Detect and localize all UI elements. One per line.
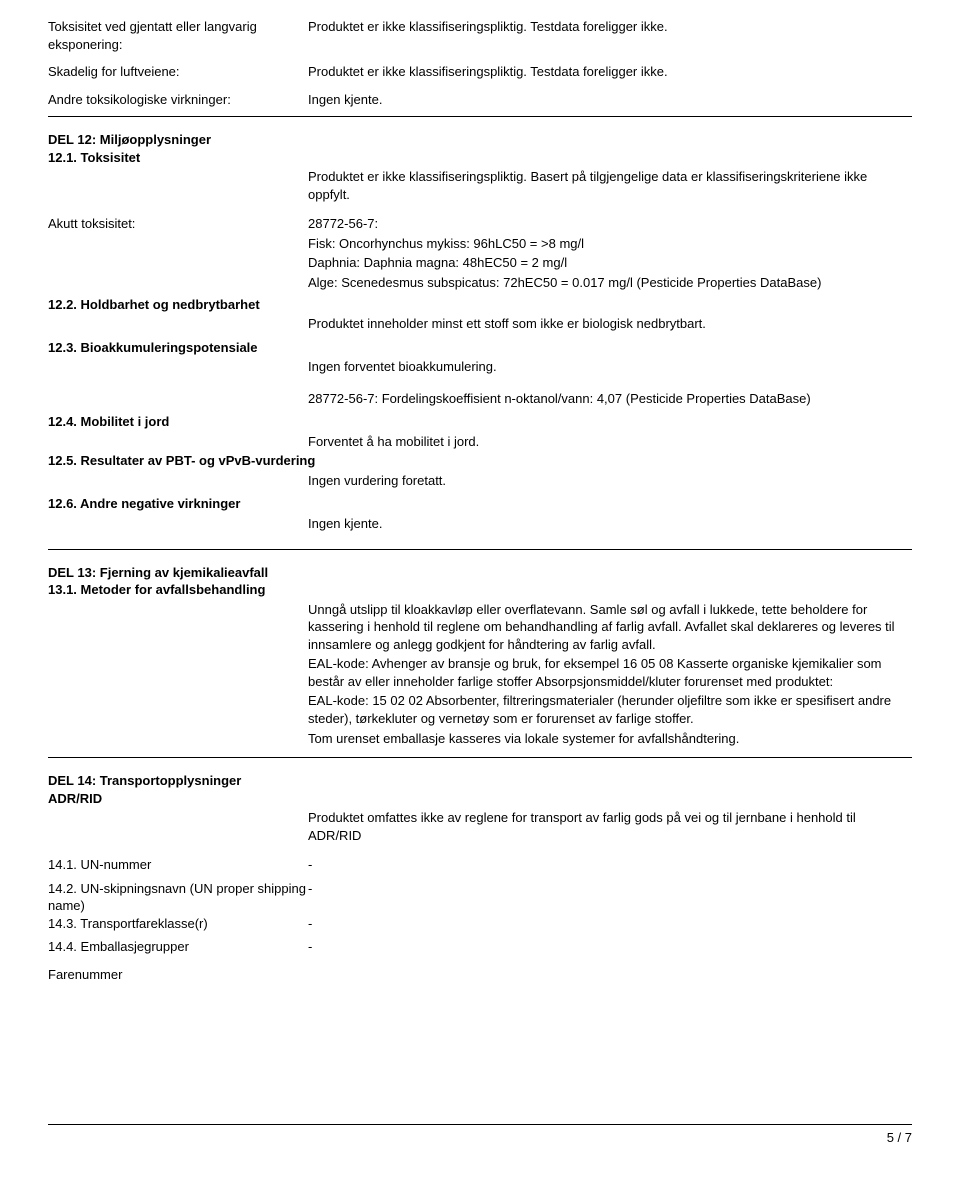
del13-1-paragraphs: Unngå utslipp til kloakkavløp eller over…	[308, 601, 912, 749]
del14-heading: DEL 14: Transportopplysninger	[48, 772, 912, 790]
akutt-line: Daphnia: Daphnia magna: 48hEC50 = 2 mg/l	[308, 254, 912, 272]
del14-row-label: 14.4. Emballasjegrupper	[48, 938, 308, 956]
del13-para: Unngå utslipp til kloakkavløp eller over…	[308, 601, 912, 654]
del12-heading: DEL 12: Miljøopplysninger	[48, 131, 912, 149]
del14-row: 14.3. Transportfareklasse(r) -	[48, 915, 912, 933]
del12-1-text-row: Produktet er ikke klassifiseringspliktig…	[48, 168, 912, 203]
del14-row-label: 14.1. UN-nummer	[48, 856, 308, 874]
del12-5-title: 12.5. Resultater av PBT- og vPvB-vurderi…	[48, 452, 315, 470]
section-divider	[48, 757, 912, 758]
del12-3-title: 12.3. Bioakkumuleringspotensiale	[48, 339, 308, 357]
top-label: Toksisitet ved gjentatt eller langvarig …	[48, 18, 308, 53]
del14-row-value: -	[308, 880, 912, 915]
del12-6-text-row: Ingen kjente.	[48, 515, 912, 533]
del14-adr-block: ADR/RID	[48, 790, 912, 808]
del14-row-label: 14.3. Transportfareklasse(r)	[48, 915, 308, 933]
del14-row-label: Farenummer	[48, 966, 308, 984]
del12-section: DEL 12: Miljøopplysninger 12.1. Toksisit…	[48, 131, 912, 532]
del12-2-text-row: Produktet inneholder minst ett stoff som…	[48, 315, 912, 333]
del14-section: DEL 14: Transportopplysninger ADR/RID Pr…	[48, 772, 912, 983]
del14-row: 14.1. UN-nummer -	[48, 856, 912, 874]
del12-6-block: 12.6. Andre negative virkninger	[48, 495, 912, 513]
del14-row: Farenummer	[48, 966, 912, 984]
akutt-line: Fisk: Oncorhynchus mykiss: 96hLC50 = >8 …	[308, 235, 912, 253]
del12-3-text1-row: Ingen forventet bioakkumulering.	[48, 358, 912, 388]
del13-1-block: 13.1. Metoder for avfallsbehandling	[48, 581, 912, 599]
del13-heading: DEL 13: Fjerning av kjemikalieavfall	[48, 564, 912, 582]
top-row: Skadelig for luftveiene: Produktet er ik…	[48, 63, 912, 81]
del12-1-block: 12.1. Toksisitet	[48, 149, 912, 167]
top-label: Andre toksikologiske virkninger:	[48, 91, 308, 109]
del12-1-text: Produktet er ikke klassifiseringspliktig…	[308, 168, 912, 203]
del12-3-block: 12.3. Bioakkumuleringspotensiale	[48, 339, 912, 357]
page-number: 5 / 7	[48, 1129, 912, 1147]
del12-4-block: 12.4. Mobilitet i jord	[48, 413, 912, 431]
footer-divider	[48, 1124, 912, 1125]
del12-6-text: Ingen kjente.	[308, 515, 912, 533]
del12-4-text: Forventet å ha mobilitet i jord.	[308, 433, 912, 451]
akutt-line: 28772-56-7:	[308, 215, 912, 233]
top-value: Produktet er ikke klassifiseringspliktig…	[308, 18, 912, 53]
del14-adr-label: ADR/RID	[48, 790, 308, 808]
top-section: Toksisitet ved gjentatt eller langvarig …	[48, 18, 912, 108]
del12-6-title: 12.6. Andre negative virkninger	[48, 495, 308, 513]
del12-2-title: 12.2. Holdbarhet og nedbrytbarhet	[48, 296, 308, 314]
del14-row-value	[308, 966, 912, 984]
akutt-row: Akutt toksisitet: 28772-56-7: Fisk: Onco…	[48, 215, 912, 293]
del14-adr-text-row: Produktet omfattes ikke av reglene for t…	[48, 809, 912, 844]
del14-row-value: -	[308, 915, 912, 933]
del13-section: DEL 13: Fjerning av kjemikalieavfall 13.…	[48, 564, 912, 749]
del12-3-text2: 28772-56-7: Fordelingskoeffisient n-okta…	[308, 390, 912, 408]
del13-para: Tom urenset emballasje kasseres via loka…	[308, 730, 912, 748]
del13-1-title: 13.1. Metoder for avfallsbehandling	[48, 581, 308, 599]
del12-1-title: 12.1. Toksisitet	[48, 149, 308, 167]
del13-1-body: Unngå utslipp til kloakkavløp eller over…	[48, 601, 912, 749]
del12-3-text1: Ingen forventet bioakkumulering.	[308, 358, 912, 376]
top-value: Produktet er ikke klassifiseringspliktig…	[308, 63, 912, 81]
del12-5-text: Ingen vurdering foretatt.	[308, 472, 912, 490]
del12-2-block: 12.2. Holdbarhet og nedbrytbarhet	[48, 296, 912, 314]
del12-2-text: Produktet inneholder minst ett stoff som…	[308, 315, 912, 333]
top-row: Andre toksikologiske virkninger: Ingen k…	[48, 91, 912, 109]
top-label: Skadelig for luftveiene:	[48, 63, 308, 81]
del12-3-text2-row: 28772-56-7: Fordelingskoeffisient n-okta…	[48, 390, 912, 408]
del14-row: 14.2. UN-skipningsnavn (UN proper shippi…	[48, 880, 912, 915]
del14-row-label: 14.2. UN-skipningsnavn (UN proper shippi…	[48, 880, 308, 915]
del13-para: EAL-kode: Avhenger av bransje og bruk, f…	[308, 655, 912, 690]
del14-row-value: -	[308, 938, 912, 956]
del13-para: EAL-kode: 15 02 02 Absorbenter, filtreri…	[308, 692, 912, 727]
del14-row-value: -	[308, 856, 912, 874]
top-value: Ingen kjente.	[308, 91, 912, 109]
section-divider	[48, 549, 912, 550]
del12-4-text-row: Forventet å ha mobilitet i jord.	[48, 433, 912, 451]
top-row: Toksisitet ved gjentatt eller langvarig …	[48, 18, 912, 53]
del12-4-title: 12.4. Mobilitet i jord	[48, 413, 308, 431]
del14-row: 14.4. Emballasjegrupper -	[48, 938, 912, 956]
page-footer: 5 / 7	[48, 1124, 912, 1147]
del14-adr-text: Produktet omfattes ikke av reglene for t…	[308, 809, 912, 844]
del12-5-text-row: Ingen vurdering foretatt.	[48, 472, 912, 490]
akutt-values: 28772-56-7: Fisk: Oncorhynchus mykiss: 9…	[308, 215, 912, 293]
del12-5-block: 12.5. Resultater av PBT- og vPvB-vurderi…	[48, 452, 912, 470]
akutt-label: Akutt toksisitet:	[48, 215, 308, 293]
section-divider	[48, 116, 912, 117]
akutt-line: Alge: Scenedesmus subspicatus: 72hEC50 =…	[308, 274, 912, 292]
